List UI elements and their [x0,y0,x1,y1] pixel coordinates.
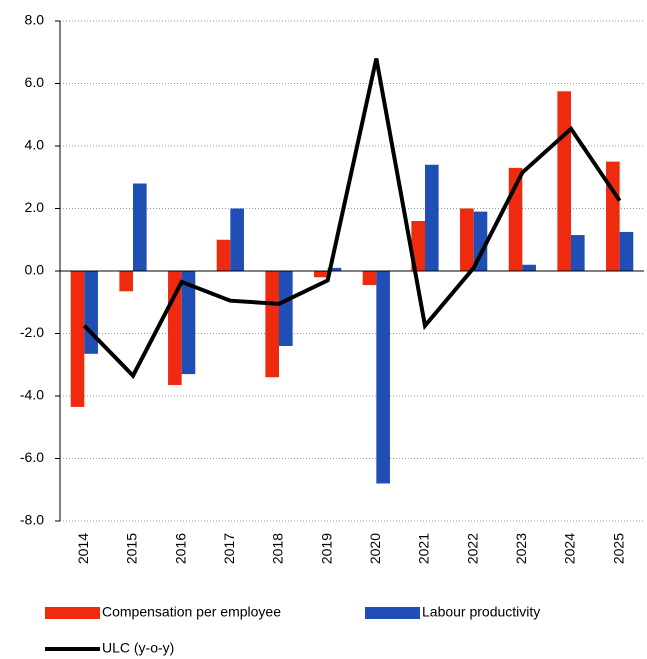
bar [522,264,536,271]
legend-swatch [45,607,100,619]
y-tick-label: 6.0 [25,74,45,90]
y-tick-label: 0.0 [25,262,45,278]
y-tick-label: -6.0 [20,449,44,465]
bar [84,271,98,354]
x-tick-label: 2016 [172,533,188,564]
legend-label: ULC (y-o-y) [102,640,174,656]
bar [619,231,634,271]
bar [362,271,377,286]
bar [557,91,571,271]
y-tick-label: 2.0 [25,199,45,215]
legend-label: Compensation per employee [102,604,281,620]
bar [376,271,390,484]
x-tick-label: 2022 [464,533,480,564]
bar [133,183,147,271]
x-tick-label: 2023 [513,533,529,564]
bar [571,235,585,271]
bar [460,208,474,271]
x-tick-label: 2017 [221,533,237,564]
bar [327,267,342,271]
y-tick-label: -2.0 [20,324,44,340]
x-tick-label: 2021 [416,533,432,564]
y-tick-label: -4.0 [20,387,44,403]
bar [181,271,196,375]
x-tick-label: 2014 [75,533,91,564]
line [82,58,622,380]
y-tick-label: -8.0 [20,512,44,528]
x-tick-label: 2020 [367,533,383,564]
x-tick-label: 2025 [610,533,626,564]
bar [425,164,439,271]
bar [314,271,328,278]
bar [119,271,133,292]
bar [473,211,488,271]
y-tick-label: 4.0 [25,137,45,153]
legend-swatch [365,607,420,619]
bar [216,239,231,271]
bar [230,208,244,271]
x-tick-label: 2024 [562,533,578,564]
bar [606,161,620,271]
x-tick-label: 2019 [318,533,334,564]
y-tick-label: 8.0 [25,12,45,28]
x-tick-label: 2015 [124,533,140,564]
bar [70,271,85,407]
x-tick-label: 2018 [270,533,286,564]
bar [265,271,279,378]
bar [279,271,293,346]
legend-label: Labour productivity [422,604,540,620]
